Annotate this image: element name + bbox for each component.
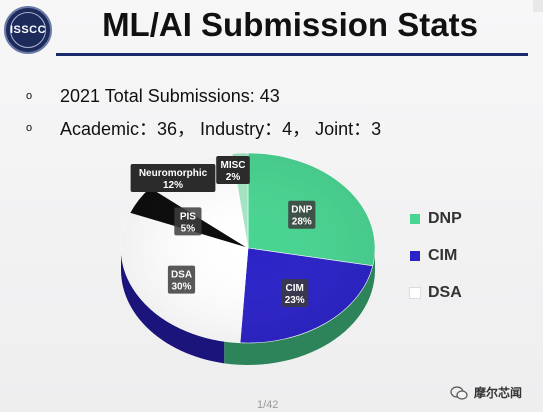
chart-legend: DNP CIM DSA (409, 200, 462, 311)
legend-item-dnp: DNP (410, 200, 462, 237)
pie-label-value: 12% (163, 180, 183, 191)
title-divider (56, 53, 528, 56)
pie-wall-cim (121, 248, 225, 364)
page-number: 1/42 (257, 399, 279, 411)
pie-label-value: 30% (171, 282, 191, 293)
pie-label-value: 28% (292, 217, 312, 228)
wechat-watermark: 摩尔芯闻 (450, 384, 522, 401)
legend-swatch-cim (410, 250, 420, 261)
pie-label-name: MISC (221, 160, 246, 171)
bullet-list: o 2021 Total Submissions: 43 o Academic：… (26, 80, 381, 144)
corner-mark (533, 0, 543, 12)
bullet-text-total: 2021 Total Submissions: 43 (60, 85, 280, 106)
pie-wall-dnp (224, 248, 375, 365)
bullet-item: o Academic：36， Industry：4， Joint：3 (26, 112, 381, 144)
pie-label-name: CIM (286, 283, 304, 294)
legend-label-dsa: DSA (428, 283, 462, 301)
watermark-text: 摩尔芯闻 (474, 386, 523, 400)
legend-swatch-dnp (410, 213, 420, 224)
logo-text: ISSCC (9, 24, 47, 36)
legend-label-dnp: DNP (428, 209, 462, 227)
legend-label-cim: CIM (428, 246, 458, 264)
bullet-item: o 2021 Total Submissions: 43 (26, 80, 381, 112)
pie-label-name: DSA (171, 270, 192, 281)
slide-title: ML/AI Submission Stats (102, 6, 478, 43)
bullet-text-breakdown: Academic：36， Industry：4， Joint：3 (60, 119, 382, 139)
legend-item-dsa: DSA (409, 274, 462, 311)
pie-shading (121, 153, 375, 343)
pie-label-name: PIS (180, 211, 196, 222)
pie-label-name: DNP (291, 205, 312, 216)
pie-label-name: Neuromorphic (139, 168, 208, 179)
pie-label-value: 2% (226, 172, 241, 183)
wechat-icon (450, 385, 468, 400)
isscc-logo: ISSCC (4, 6, 52, 54)
bullet-marker: o (26, 122, 33, 134)
bullet-marker: o (26, 90, 33, 102)
pie-label-value: 23% (285, 295, 305, 306)
legend-item-cim: CIM (410, 237, 462, 274)
pie-label-value: 5% (181, 223, 196, 234)
legend-swatch-dsa (409, 286, 421, 299)
